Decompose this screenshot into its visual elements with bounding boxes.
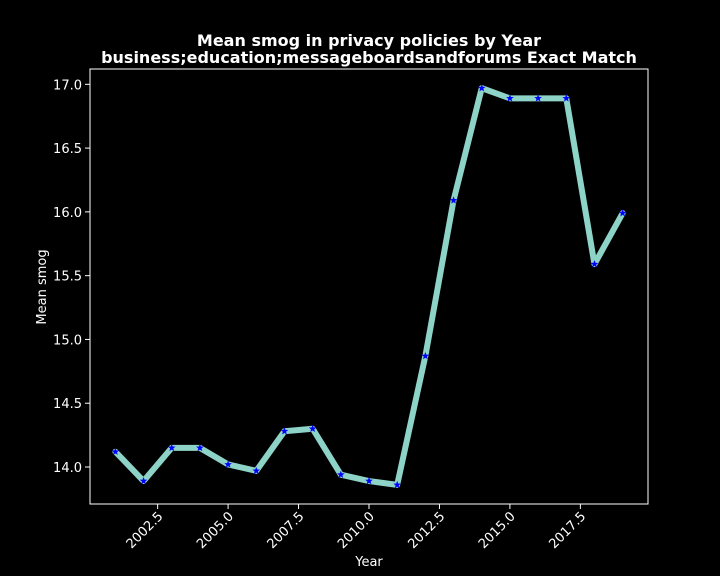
data-point-star-marker <box>562 94 571 102</box>
y-tick-label: 14.0 <box>53 461 82 476</box>
chart-title: Mean smog in privacy policies by Year <box>197 31 541 50</box>
y-axis-label: Mean smog <box>35 249 50 324</box>
data-point-star-marker <box>167 443 176 452</box>
chart-subtitle: business;education;messageboardsandforum… <box>101 48 637 67</box>
data-point-star-marker <box>224 460 232 468</box>
x-axis-label: Year <box>354 555 383 570</box>
data-point-star-marker <box>308 424 317 432</box>
y-tick-label: 15.0 <box>53 333 82 348</box>
data-point-star-marker <box>618 209 627 217</box>
y-tick-label: 14.5 <box>53 397 82 412</box>
plot-frame <box>89 68 649 505</box>
data-point-star-marker <box>449 196 458 204</box>
y-tick-label: 16.5 <box>53 142 82 157</box>
data-point-star-marker <box>365 477 373 485</box>
data-point-star-marker <box>196 443 204 452</box>
data-point-star-marker <box>590 260 599 268</box>
data-point-star-marker <box>252 466 261 475</box>
data-point-star-marker <box>111 447 120 455</box>
data-point-star-marker <box>421 352 430 360</box>
markers-layer <box>111 84 627 489</box>
data-point-star-marker <box>477 84 486 92</box>
y-tick-label: 17.0 <box>53 78 82 93</box>
data-point-star-marker <box>337 470 345 478</box>
data-point-star-marker <box>506 94 514 102</box>
y-tick-label: 16.0 <box>53 206 82 221</box>
data-point-star-marker <box>280 427 289 435</box>
y-tick-label: 15.5 <box>53 270 82 285</box>
data-point-star-marker <box>139 477 148 485</box>
data-point-star-marker <box>393 480 401 489</box>
data-point-star-marker <box>534 94 542 102</box>
